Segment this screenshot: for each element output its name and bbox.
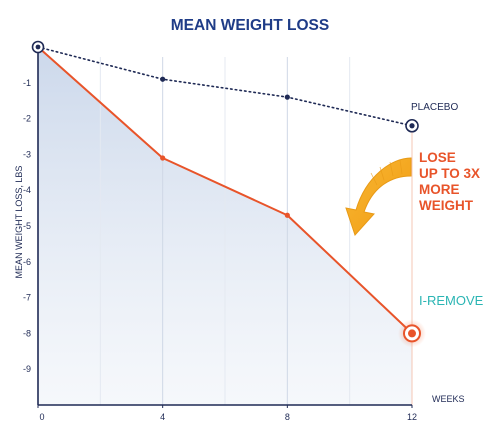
y-tick-label: -8 — [23, 328, 31, 338]
callout-line-4: WEIGHT — [419, 198, 474, 213]
x-tick-label: 4 — [160, 412, 165, 422]
x-tick-label: 8 — [285, 412, 290, 422]
curved-arrow-icon — [345, 157, 412, 236]
placebo-point — [160, 76, 166, 82]
callout-line-1: LOSE — [419, 150, 456, 165]
y-tick-label: -5 — [23, 221, 31, 231]
grid-layer — [99, 57, 413, 405]
placebo-point — [284, 94, 290, 100]
brand-point — [284, 212, 290, 218]
chart-title: MEAN WEIGHT LOSS — [171, 17, 329, 34]
y-tick-label: -2 — [23, 114, 31, 124]
brand-end-point — [408, 329, 416, 338]
y-axis-title: MEAN WEIGHT LOSS, LBS — [14, 166, 24, 279]
origin-point — [35, 44, 41, 50]
series-layer — [31, 40, 426, 348]
brand-point — [160, 155, 166, 161]
y-tick-label: -7 — [23, 293, 31, 303]
y-tick-label: -4 — [23, 185, 31, 195]
placebo-series-label: PLACEBO — [411, 102, 458, 113]
y-tick-label: -6 — [23, 257, 31, 267]
x-tick-label: 12 — [407, 412, 417, 422]
axis-layer: -1 -2 -3 -4 -5 -6 -7 -8 -9 0 4 8 12 — [23, 47, 417, 422]
callout-annotation: LOSE UP TO 3X MORE WEIGHT — [419, 150, 480, 213]
y-tick-label: -1 — [23, 78, 31, 88]
y-tick-label: -3 — [23, 149, 31, 159]
x-axis-title: WEEKS — [432, 394, 465, 404]
callout-line-3: MORE — [419, 182, 460, 197]
callout-line-2: UP TO 3X — [419, 166, 480, 181]
brand-line — [37, 46, 413, 335]
x-tick-label: 0 — [39, 412, 44, 422]
brand-series-label: I-REMOVE — [419, 293, 484, 308]
y-tick-label: -9 — [23, 364, 31, 374]
placebo-end-point — [409, 123, 415, 129]
